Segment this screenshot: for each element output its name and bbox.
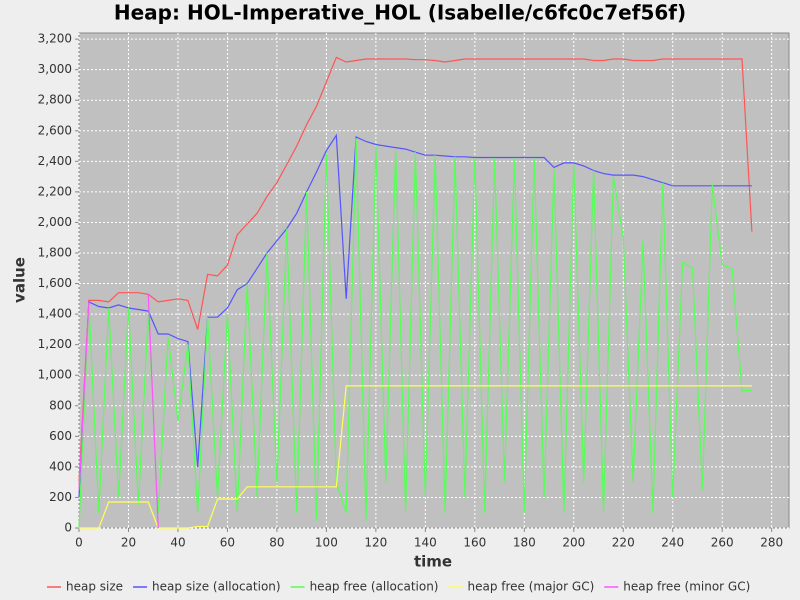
legend-label: heap free (major GC): [468, 580, 595, 594]
series-line: [78, 56, 753, 483]
y-tick-label: 1,000: [38, 368, 72, 382]
y-axis-label: value: [11, 257, 29, 303]
y-tick-label: 200: [49, 490, 72, 504]
x-tick-label: 140: [414, 536, 437, 550]
x-tick-label: 80: [269, 536, 284, 550]
x-tick-label: 240: [661, 536, 684, 550]
y-tick-label: 1,600: [38, 276, 72, 290]
legend-label: heap size (allocation): [152, 580, 281, 594]
plot-area: [78, 32, 790, 529]
x-tick-label: 180: [513, 536, 536, 550]
chart-title: Heap: HOL-Imperative_HOL (Isabelle/c6fc0…: [114, 1, 686, 25]
x-tick-label: 200: [562, 536, 585, 550]
y-tick-label: 0: [64, 521, 72, 535]
y-tick-label: 2,800: [38, 93, 72, 107]
y-tick-label: 3,000: [38, 62, 72, 76]
y-tick-label: 3,200: [38, 32, 72, 46]
x-tick-label: 260: [711, 536, 734, 550]
series-line: [79, 385, 752, 529]
x-tick-label: 220: [612, 536, 635, 550]
x-tick-label: 60: [220, 536, 235, 550]
series-line: [78, 138, 752, 529]
x-tick-label: 40: [170, 536, 185, 550]
y-tick-label: 600: [49, 429, 72, 443]
y-tick-label: 2,000: [38, 215, 72, 229]
y-tick-label: 1,400: [38, 307, 72, 321]
x-tick-label: 0: [75, 536, 83, 550]
y-tick-label: 2,400: [38, 154, 72, 168]
y-tick-label: 1,800: [38, 246, 72, 260]
y-tick-label: 1,200: [38, 337, 72, 351]
legend-label: heap free (minor GC): [623, 580, 750, 594]
x-tick-label: 20: [121, 536, 136, 550]
series-line: [78, 294, 159, 529]
x-tick-label: 160: [463, 536, 486, 550]
y-tick-label: 800: [49, 398, 72, 412]
legend-label: heap free (allocation): [310, 580, 439, 594]
legend-label: heap size: [66, 580, 123, 594]
y-tick-label: 2,200: [38, 184, 72, 198]
x-tick-label: 280: [760, 536, 783, 550]
y-tick-label: 2,600: [38, 123, 72, 137]
x-tick-label: 100: [315, 536, 338, 550]
x-axis-label: time: [414, 553, 452, 571]
y-tick-label: 400: [49, 459, 72, 473]
x-tick-label: 120: [364, 536, 387, 550]
